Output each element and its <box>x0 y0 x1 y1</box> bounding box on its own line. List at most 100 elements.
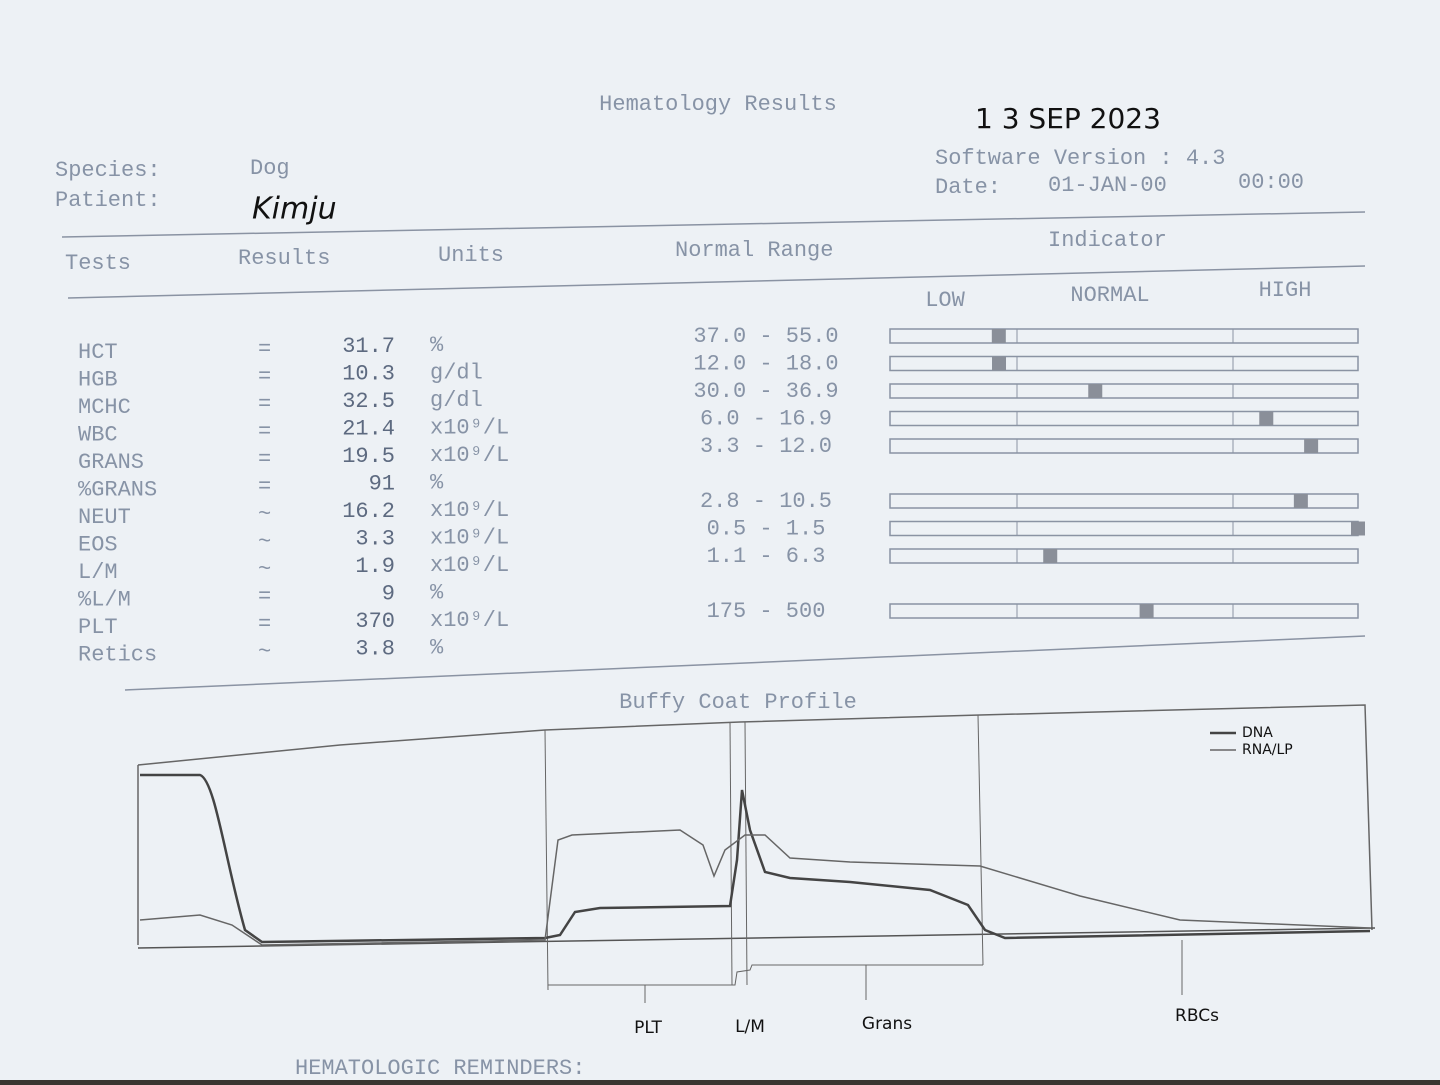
test-name: WBC <box>78 422 118 447</box>
baseline <box>137 927 1376 949</box>
unit: % <box>430 333 444 358</box>
normal-range: 30.0 - 36.9 <box>693 379 838 404</box>
region-label: L/M <box>735 1017 765 1037</box>
unit: x10⁹/L <box>430 525 509 550</box>
indicator-marker <box>992 356 1007 371</box>
normal-range: 3.3 - 12.0 <box>700 434 832 459</box>
operator: = <box>258 474 271 499</box>
species: Dog <box>250 156 290 181</box>
rule <box>67 265 1366 299</box>
date: 01-JAN-00 <box>1048 173 1167 198</box>
date-stamp: 1 3 SEP 2023 <box>975 102 1161 135</box>
test-name: %GRANS <box>78 477 157 502</box>
indicator-bar <box>889 493 1359 509</box>
unit: g/dl <box>430 360 483 385</box>
indicator-marker <box>1088 384 1103 398</box>
test-name: HCT <box>78 340 118 365</box>
indicator-bar <box>889 383 1359 399</box>
indicator-bar <box>889 438 1359 454</box>
operator: ~ <box>258 529 271 554</box>
test-name: HGB <box>78 367 118 392</box>
result: 9 <box>382 581 395 606</box>
normal-range: 12.0 - 18.0 <box>693 351 838 376</box>
species-label: Species: <box>55 158 161 183</box>
operator: = <box>258 337 271 362</box>
test-name: L/M <box>78 560 118 585</box>
operator: = <box>258 364 271 389</box>
divider <box>729 721 733 986</box>
indicator-level: NORMAL <box>1070 283 1149 308</box>
column-header: Normal Range <box>675 238 833 263</box>
region-bracket <box>548 964 983 986</box>
operator: ~ <box>258 639 271 664</box>
normal-range: 0.5 - 1.5 <box>707 516 826 541</box>
indicator-level: LOW <box>925 288 965 313</box>
rule <box>124 635 1366 691</box>
indicator-bar <box>889 328 1359 344</box>
footer: HEMATOLOGIC REMINDERS: <box>295 1056 585 1080</box>
unit: x10⁹/L <box>430 415 509 440</box>
rule <box>61 211 1366 238</box>
indicator-marker <box>1293 494 1308 508</box>
column-header: Units <box>438 243 504 268</box>
indicator-marker <box>991 329 1006 343</box>
indicator-marker <box>1351 521 1365 536</box>
rows: HCT = 31.7% 37.0 - 55.0 HGB = 10.3 g/dl 12.0 - 1… <box>78 324 1365 667</box>
normal-range: 1.1 - 6.3 <box>707 544 826 569</box>
result: 3.3 <box>355 526 395 551</box>
indicator-marker <box>1139 604 1154 618</box>
title: Hematology Results <box>599 92 837 117</box>
patient: Kimju <box>252 192 337 227</box>
software-version: Software Version : 4.3 <box>935 146 1225 171</box>
indicator-marker <box>1259 411 1274 426</box>
normal-range: 37.0 - 55.0 <box>693 324 838 349</box>
dna-curve <box>140 773 1371 944</box>
normal-range: 175 - 500 <box>707 599 826 624</box>
operator: = <box>258 419 271 444</box>
result: 1.9 <box>355 554 395 579</box>
time: 00:00 <box>1238 170 1304 195</box>
indicator-bar <box>889 603 1359 619</box>
unit: % <box>430 470 444 495</box>
test-name: PLT <box>78 615 118 640</box>
result: 10.3 <box>342 361 395 386</box>
indicator-bar <box>889 520 1359 537</box>
result: 370 <box>355 609 395 634</box>
normal-range: 6.0 - 16.9 <box>700 406 832 431</box>
column-header: Tests <box>65 251 131 276</box>
indicator-level: HIGH <box>1259 278 1312 303</box>
unit: x10⁹/L <box>430 553 509 578</box>
column-header: Results <box>238 246 330 271</box>
unit: % <box>430 635 444 660</box>
legend-label: RNA/LP <box>1242 742 1293 758</box>
result: 21.4 <box>342 416 395 441</box>
test-name: NEUT <box>78 505 131 530</box>
legend-label: DNA <box>1242 725 1273 741</box>
unit: x10⁹/L <box>430 608 509 633</box>
profile-chart: DNA RNA/LP PLT L/M Grans RBCs <box>137 704 1376 1038</box>
patient-label: Patient: <box>55 188 161 213</box>
indicator-marker <box>1043 549 1058 563</box>
plot-frame <box>137 704 1373 931</box>
operator: ~ <box>258 502 271 527</box>
unit: % <box>430 580 444 605</box>
indicator-marker <box>1304 439 1319 453</box>
region-label: Grans <box>862 1014 912 1034</box>
result: 91 <box>369 471 395 496</box>
indicator-bar <box>889 410 1359 427</box>
result: 32.5 <box>342 389 395 414</box>
test-name: GRANS <box>78 450 144 475</box>
divider <box>744 721 748 986</box>
column-header: Indicator <box>1048 228 1167 253</box>
divider <box>977 714 984 966</box>
test-name: MCHC <box>78 395 131 420</box>
region-label: RBCs <box>1175 1006 1219 1026</box>
unit: g/dl <box>430 388 483 413</box>
unit: x10⁹/L <box>430 498 509 523</box>
test-name: %L/M <box>78 587 131 612</box>
divider <box>544 729 549 991</box>
operator: = <box>258 612 271 637</box>
operator: = <box>258 584 271 609</box>
result: 3.8 <box>355 636 395 661</box>
